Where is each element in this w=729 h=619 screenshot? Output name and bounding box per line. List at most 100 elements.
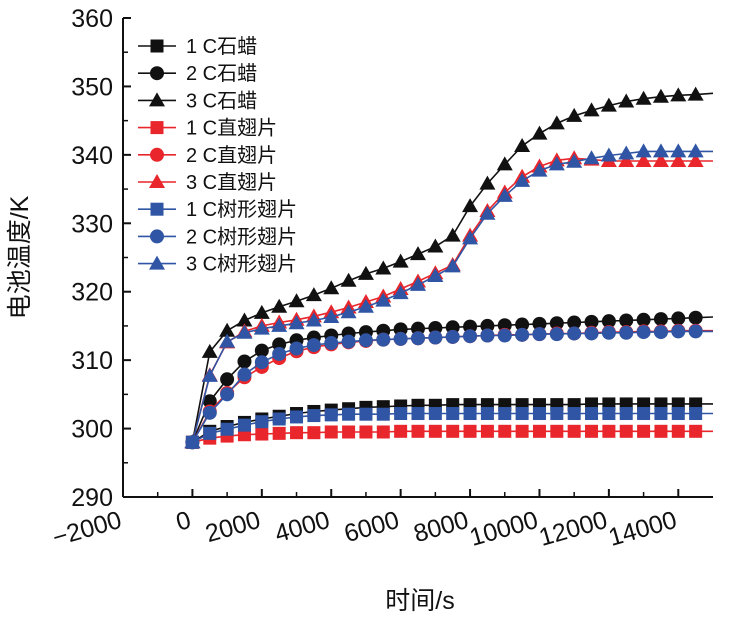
data-point bbox=[253, 304, 270, 319]
data-point bbox=[428, 407, 442, 421]
series-8 bbox=[185, 324, 713, 450]
data-point bbox=[585, 424, 599, 438]
data-point bbox=[463, 407, 477, 421]
data-point bbox=[670, 87, 687, 102]
data-point bbox=[619, 313, 634, 328]
data-point bbox=[203, 426, 217, 440]
data-point bbox=[496, 156, 513, 171]
legend-label: 3 C石蜡 bbox=[186, 89, 257, 112]
data-point bbox=[618, 153, 635, 168]
data-point bbox=[584, 326, 599, 341]
data-point bbox=[289, 341, 304, 356]
data-point bbox=[254, 343, 269, 358]
data-point bbox=[446, 424, 460, 438]
data-point bbox=[462, 230, 479, 245]
legend-item: 3 C直翅片 bbox=[138, 171, 277, 194]
legend-marker bbox=[150, 229, 164, 244]
data-point bbox=[357, 298, 374, 313]
legend-marker bbox=[150, 121, 164, 135]
data-point bbox=[201, 343, 218, 358]
data-point bbox=[619, 407, 633, 421]
data-point bbox=[288, 315, 305, 330]
x-tick-label: 14000 bbox=[605, 506, 680, 552]
data-point bbox=[583, 150, 600, 165]
x-tick-label: 8000 bbox=[411, 506, 472, 548]
data-point bbox=[497, 328, 512, 343]
data-point bbox=[600, 97, 617, 112]
data-point bbox=[290, 410, 304, 424]
data-point bbox=[515, 327, 530, 342]
x-tick-label: −2000 bbox=[49, 506, 124, 552]
x-axis-title: 时间/s bbox=[385, 587, 454, 615]
data-point bbox=[652, 143, 669, 158]
data-point bbox=[444, 258, 461, 273]
y-tick-label: 290 bbox=[71, 484, 113, 512]
data-point bbox=[324, 336, 339, 351]
data-point bbox=[376, 425, 390, 439]
data-point bbox=[220, 372, 235, 387]
data-point bbox=[307, 426, 321, 440]
data-point bbox=[653, 312, 668, 327]
legend-label: 1 C直翅片 bbox=[186, 117, 277, 140]
data-point bbox=[584, 314, 599, 329]
data-point bbox=[514, 172, 531, 187]
legend-item: 2 C树形翅片 bbox=[138, 225, 297, 248]
legend-marker bbox=[149, 92, 165, 107]
data-point bbox=[288, 293, 305, 308]
data-point bbox=[637, 424, 651, 438]
legend-label: 2 C石蜡 bbox=[186, 62, 257, 85]
series-4 bbox=[185, 424, 713, 449]
data-point bbox=[305, 312, 322, 327]
data-point bbox=[653, 325, 668, 340]
data-point bbox=[687, 86, 704, 101]
data-point bbox=[305, 287, 322, 302]
legend-item: 2 C石蜡 bbox=[138, 62, 257, 85]
data-point bbox=[411, 321, 425, 336]
data-point bbox=[376, 332, 391, 347]
data-point bbox=[600, 147, 617, 162]
data-point bbox=[567, 315, 582, 330]
data-point bbox=[236, 312, 253, 327]
x-tick-label: 12000 bbox=[536, 506, 611, 552]
data-point bbox=[689, 424, 703, 438]
data-point bbox=[411, 424, 425, 438]
legend-item: 2 C直翅片 bbox=[138, 144, 277, 167]
data-point bbox=[498, 424, 512, 438]
data-point bbox=[480, 318, 495, 333]
data-point bbox=[548, 156, 565, 171]
data-point bbox=[688, 310, 703, 325]
data-point bbox=[654, 424, 668, 438]
data-point bbox=[237, 418, 251, 432]
data-point bbox=[307, 409, 321, 423]
x-tick-label: 2000 bbox=[202, 506, 263, 548]
data-point bbox=[635, 143, 652, 158]
data-point bbox=[479, 205, 496, 220]
data-point bbox=[532, 424, 546, 438]
data-point bbox=[567, 407, 581, 421]
data-point bbox=[271, 317, 288, 332]
data-point bbox=[532, 316, 547, 331]
data-point bbox=[410, 246, 426, 261]
data-point bbox=[376, 407, 390, 421]
data-point bbox=[567, 424, 581, 438]
data-point bbox=[688, 324, 703, 339]
y-tick-label: 300 bbox=[71, 416, 113, 444]
legend-item: 1 C树形翅片 bbox=[138, 198, 297, 221]
data-point bbox=[652, 88, 669, 103]
data-point bbox=[619, 424, 633, 438]
data-point bbox=[550, 424, 564, 438]
data-point bbox=[531, 125, 548, 140]
data-point bbox=[445, 329, 460, 344]
legend-marker bbox=[150, 202, 164, 216]
data-point bbox=[601, 325, 616, 340]
data-point bbox=[566, 107, 583, 122]
data-point bbox=[514, 137, 531, 152]
data-point bbox=[358, 333, 373, 348]
data-point bbox=[411, 407, 425, 421]
data-point bbox=[255, 427, 269, 441]
data-point bbox=[410, 276, 426, 291]
legend-item: 3 C石蜡 bbox=[138, 89, 257, 112]
data-point bbox=[375, 292, 392, 307]
data-point bbox=[670, 153, 687, 168]
